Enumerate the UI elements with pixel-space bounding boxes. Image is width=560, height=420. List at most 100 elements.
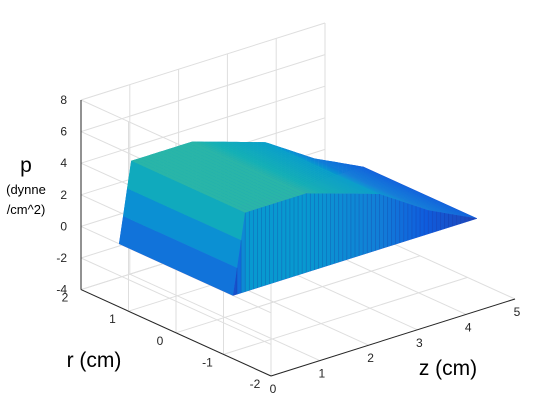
surface-front-strip: [346, 193, 351, 260]
surface-front-strip: [359, 193, 364, 256]
surface-top-strip: [281, 147, 400, 201]
surface-top-strip: [220, 141, 339, 194]
surface-top-strip: [293, 151, 412, 205]
grid-line: [80, 54, 326, 133]
surface-front-strip: [432, 210, 437, 233]
surface-front-strip: [468, 217, 473, 222]
grid-line: [80, 257, 272, 345]
surface-top-strip: [127, 160, 246, 241]
surface-front-strip: [245, 211, 250, 292]
x-tick-label: 0: [270, 382, 277, 396]
surface-top-strip: [314, 158, 433, 211]
surface-top-strip: [269, 143, 388, 197]
surface-front-strip: [464, 216, 469, 223]
surface-top-strip: [171, 146, 290, 200]
surface-top-strip: [322, 159, 441, 213]
y-tick-label: 1: [109, 312, 116, 326]
surface-front-strip: [294, 196, 299, 277]
surface-top-strip: [180, 144, 299, 198]
surface-front-strip: [241, 212, 246, 293]
x-axis-label: z (cm): [419, 357, 477, 380]
surface-front-strip: [338, 193, 343, 263]
z-axis-label-line1: p: [20, 154, 32, 177]
surface-top-strip: [196, 141, 315, 194]
surface-top-strip: [326, 160, 445, 213]
surface-top-strip: [151, 153, 270, 207]
surface-top-strip: [212, 141, 331, 194]
x-tick-label: 4: [465, 320, 472, 334]
surface-plot: [118, 141, 478, 296]
surface-top-strip: [175, 145, 294, 199]
y-tick-label: -2: [250, 377, 261, 391]
surface-front-strip: [375, 194, 380, 251]
surface-front-strip: [428, 210, 433, 234]
surface-top-strip: [200, 141, 319, 194]
surface-front-strip: [298, 194, 303, 275]
y-tick-label: 2: [62, 291, 69, 305]
surface-front-strip: [253, 208, 258, 290]
surface-front-strip: [249, 210, 254, 291]
surface-top-strip: [167, 148, 286, 202]
surface-front-strip: [371, 194, 376, 252]
surface-top-strip: [338, 162, 457, 216]
surface-front-strip: [330, 193, 335, 265]
z-tick-label: 8: [60, 93, 67, 107]
surface-front-strip: [342, 193, 347, 261]
x-tick-label: 1: [318, 367, 325, 381]
surface-top-strip: [330, 161, 449, 214]
surface-top-strip: [224, 141, 343, 194]
surface-top-strip: [289, 150, 408, 204]
surface-top-strip: [310, 157, 429, 211]
surface-top-strip: [119, 216, 238, 296]
surface-front-strip: [306, 193, 311, 273]
surface-front-strip: [424, 208, 429, 236]
surface-front-strip: [411, 204, 416, 240]
surface-top-strip: [135, 158, 254, 212]
surface-front-strip: [436, 211, 441, 232]
axis-line: [270, 298, 516, 377]
surface-front-strip: [261, 206, 266, 287]
y-tick-label: -1: [202, 355, 213, 369]
surface-front-strip: [403, 202, 408, 242]
surface-front-strip: [269, 203, 274, 284]
axis-line: [80, 289, 272, 377]
z-tick-label: 4: [60, 156, 67, 170]
surface-top-strip: [139, 157, 258, 211]
surface-front-strip: [302, 193, 307, 274]
surface-top-strip: [265, 142, 384, 196]
x-tick-label: 5: [514, 305, 521, 319]
surface-front-strip: [448, 213, 453, 228]
chart-axes: [80, 100, 516, 377]
surface-top-strip: [245, 142, 364, 194]
x-tick-label: 2: [367, 351, 374, 365]
surface-top-strip: [285, 148, 404, 203]
surface-front-strip: [233, 267, 238, 296]
surface-top-strip: [147, 154, 266, 208]
surface-front-strip: [472, 217, 477, 220]
y-axis-label: r (cm): [67, 349, 122, 372]
surface-top-strip: [358, 166, 477, 219]
surface-front-strip: [318, 193, 323, 269]
surface-front-strip: [257, 207, 262, 288]
surface-top-strip: [204, 141, 323, 194]
surface-top-strip: [273, 144, 392, 199]
surface-top-strip: [143, 155, 262, 209]
surface-front-strip: [460, 215, 465, 224]
y-tick-label: 0: [157, 334, 164, 348]
surface-front-strip: [363, 193, 368, 255]
surface-front-strip: [281, 199, 286, 281]
z-tick-label: 6: [60, 125, 67, 139]
surface-front-strip: [420, 207, 425, 237]
surface-top-strip: [155, 151, 274, 205]
surface-top-strip: [318, 159, 437, 212]
surface-top-strip: [163, 149, 282, 203]
surface-top-strip: [192, 141, 311, 194]
surface-front-strip: [399, 200, 404, 243]
surface-front-strip: [416, 206, 421, 238]
surface-front-strip: [407, 203, 412, 241]
z-axis-label-line2: (dynne: [6, 182, 46, 197]
surface-front-strip: [273, 202, 278, 283]
surface-top-strip: [188, 141, 307, 195]
